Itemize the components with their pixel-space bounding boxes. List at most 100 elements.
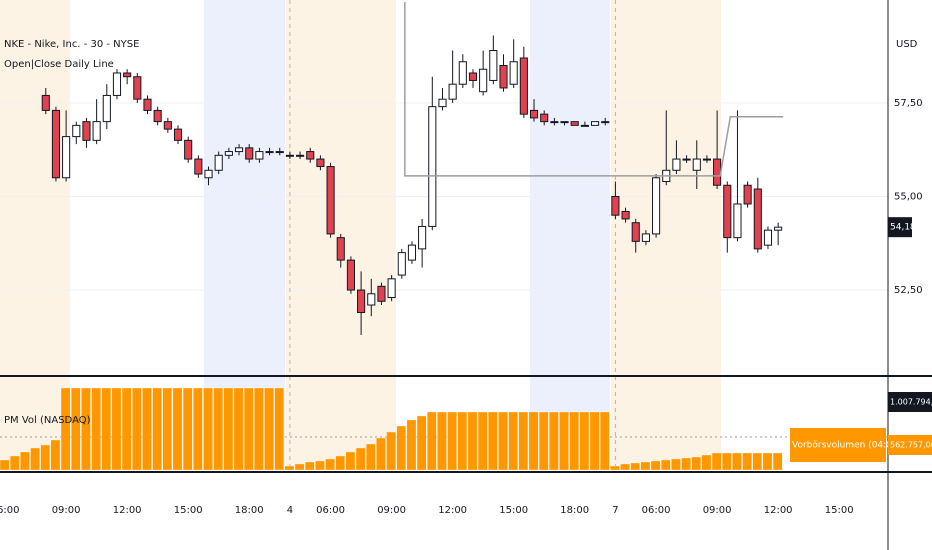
candle-body bbox=[184, 139, 193, 160]
volume-bar bbox=[650, 460, 661, 471]
candle-body bbox=[438, 98, 447, 108]
volume-max-tag bbox=[888, 392, 932, 413]
volume-bar bbox=[294, 463, 305, 471]
candle-body bbox=[641, 233, 650, 242]
candle-body bbox=[702, 158, 712, 161]
currency: USD bbox=[896, 39, 918, 50]
volume-bar bbox=[671, 458, 681, 471]
volume-bar bbox=[742, 452, 752, 471]
candle-body bbox=[245, 147, 254, 160]
candle-body bbox=[753, 188, 762, 250]
volume-bar bbox=[172, 387, 183, 471]
volume-title: PM Vol (NASDAQ) bbox=[4, 415, 91, 426]
candle-body bbox=[133, 76, 142, 100]
x-tick-label: 18:00 bbox=[235, 505, 264, 516]
volume-bar bbox=[60, 387, 71, 471]
daily-line bbox=[404, 1, 784, 177]
volume-bar bbox=[559, 411, 569, 471]
candle-body bbox=[285, 154, 294, 157]
volume-bar bbox=[620, 463, 630, 471]
candle-body bbox=[397, 252, 406, 276]
candle-body bbox=[529, 109, 539, 119]
candle-body bbox=[173, 128, 183, 141]
volume-bar bbox=[315, 460, 325, 471]
volume-bar bbox=[162, 387, 173, 471]
volume-bar bbox=[437, 411, 447, 471]
axes: 52,50 55,00 57,50 06:00 09:00 12:00 15:00 18:00… bbox=[0, 98, 932, 516]
volume-bar bbox=[355, 447, 366, 471]
candle-body bbox=[489, 50, 498, 81]
candle-body bbox=[82, 121, 91, 141]
volume-bar bbox=[152, 387, 162, 471]
candle-body bbox=[62, 136, 71, 179]
candle-body bbox=[234, 147, 244, 153]
volume-max-label: 1.007.794,02 bbox=[890, 398, 932, 407]
volume-bar bbox=[274, 387, 284, 471]
candle-body bbox=[519, 57, 528, 115]
volume-bar bbox=[681, 457, 691, 471]
x-tick-label: 18:00 bbox=[560, 505, 589, 516]
volume-bar bbox=[10, 455, 20, 471]
candle-body bbox=[560, 121, 569, 124]
volume-bar bbox=[711, 452, 722, 471]
volume-bar bbox=[589, 411, 600, 471]
candle-body bbox=[763, 229, 773, 246]
candle-body bbox=[428, 106, 437, 227]
volume-bar bbox=[640, 461, 651, 471]
x-tick-label: 15:00 bbox=[825, 505, 854, 516]
candle-body bbox=[631, 222, 640, 242]
volume-bar bbox=[345, 451, 356, 471]
candle-body bbox=[112, 72, 122, 96]
x-tick-label: 09:00 bbox=[703, 505, 732, 516]
candle-body bbox=[621, 210, 630, 220]
volume-bar bbox=[447, 411, 457, 471]
candle-body bbox=[326, 166, 335, 235]
volume-bar bbox=[142, 387, 152, 471]
candle-body bbox=[733, 203, 742, 239]
candle-body bbox=[143, 98, 152, 111]
volume-bar bbox=[213, 387, 223, 471]
x-tick-label: 15:00 bbox=[174, 505, 203, 516]
candle-body bbox=[224, 151, 233, 156]
volume-bar bbox=[91, 387, 101, 471]
volume-bar bbox=[661, 459, 671, 471]
x-tick-label: 4 bbox=[287, 505, 293, 516]
volume-bar bbox=[376, 437, 386, 471]
volume-bar bbox=[284, 465, 295, 471]
candle-body bbox=[601, 121, 610, 124]
volume-bar bbox=[416, 415, 427, 471]
candle-body bbox=[418, 225, 427, 250]
volume-bar bbox=[488, 411, 498, 471]
x-tick-label: 15:00 bbox=[499, 505, 528, 516]
volume-bar bbox=[549, 411, 559, 471]
candle-body bbox=[275, 151, 284, 154]
candle-body bbox=[570, 121, 579, 126]
volume-bar bbox=[101, 387, 112, 471]
volume-bar bbox=[335, 455, 345, 471]
candle-body bbox=[92, 121, 101, 141]
volume-bar bbox=[518, 411, 529, 471]
candle-body bbox=[743, 184, 752, 205]
volume-bar bbox=[396, 425, 407, 471]
volume-bar bbox=[0, 459, 10, 471]
candle-body bbox=[265, 151, 274, 154]
x-tick-label: 06:00 bbox=[642, 505, 671, 516]
x-tick-label: 12:00 bbox=[113, 505, 142, 516]
candle-body bbox=[102, 94, 111, 123]
volume-bar bbox=[427, 411, 437, 471]
volume-value-tag bbox=[888, 434, 932, 455]
y-tick-label: 52,50 bbox=[894, 285, 923, 296]
candle-body bbox=[580, 124, 589, 127]
candle-body bbox=[204, 169, 213, 179]
volume-bar bbox=[132, 387, 142, 471]
candle-body bbox=[255, 151, 264, 160]
last-price-tag bbox=[888, 217, 912, 238]
volume-bar bbox=[71, 387, 81, 471]
volume-bar bbox=[20, 451, 30, 471]
candle-body bbox=[499, 64, 508, 89]
volume-bar bbox=[305, 461, 315, 471]
volume-bar bbox=[691, 456, 702, 471]
candle-body bbox=[713, 158, 722, 186]
candle-body bbox=[377, 285, 386, 302]
candle-body bbox=[316, 158, 325, 168]
